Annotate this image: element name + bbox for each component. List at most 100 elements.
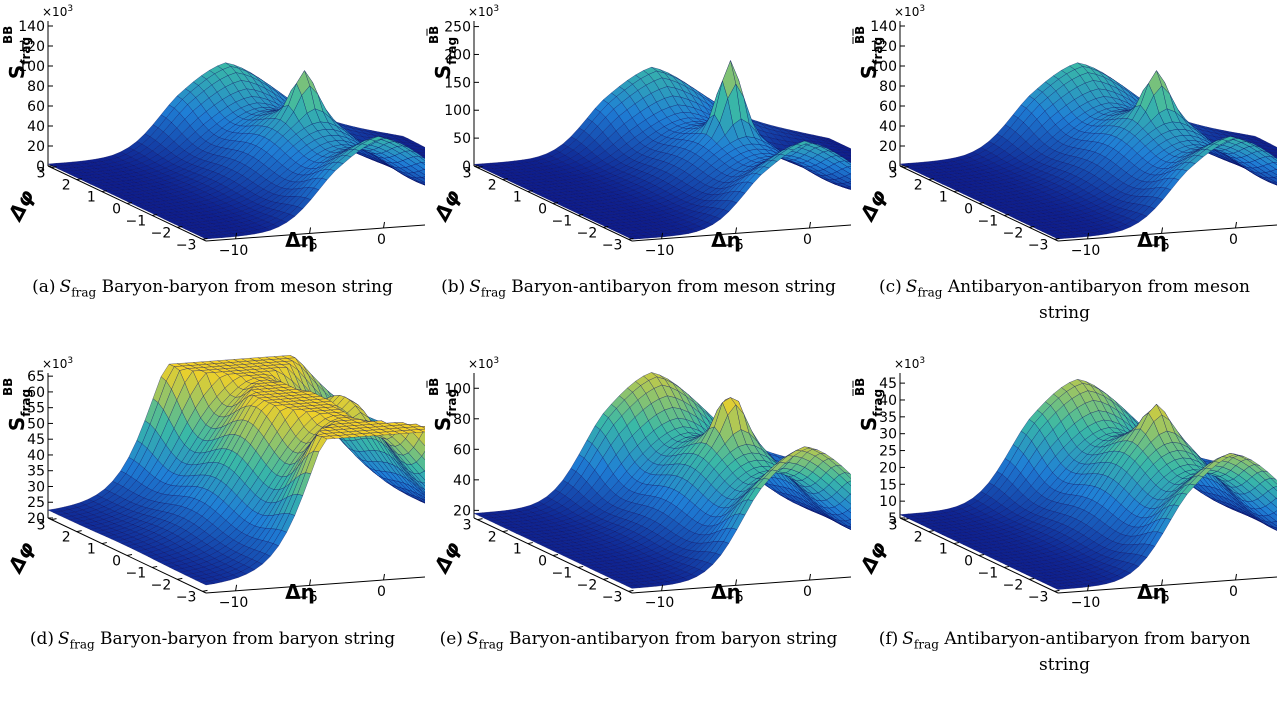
eta-tick-label: −5 xyxy=(1149,237,1170,253)
z-label-sub: frag xyxy=(871,37,885,65)
eta-tick xyxy=(383,221,385,229)
phi-tick-label: 0 xyxy=(964,202,973,218)
caption-symbol: S xyxy=(905,277,918,297)
caption-symbol-sub: frag xyxy=(917,285,943,300)
eta-tick xyxy=(661,232,664,239)
surface-mesh xyxy=(47,62,425,240)
eta-tick xyxy=(1161,227,1164,234)
eta-tick xyxy=(809,221,811,229)
phi-tick xyxy=(477,166,483,169)
figure-caption: (a) Sfrag Baryon-baryon from meson string xyxy=(0,277,425,303)
z-tick-label: 60 xyxy=(879,99,897,115)
phi-tick xyxy=(527,190,533,193)
z-tick-label: 120 xyxy=(18,39,45,55)
phi-tick-label: 3 xyxy=(889,166,898,182)
phi-tick xyxy=(126,202,133,204)
phi-tick xyxy=(552,202,559,204)
z-tick-label: 140 xyxy=(870,19,897,35)
eta-axis-label: Δη xyxy=(285,228,315,252)
surface-cell xyxy=(847,180,851,185)
caption-panel-label: (a) xyxy=(32,277,56,297)
phi-tick-label: 0 xyxy=(112,202,121,218)
caption-symbol: S xyxy=(469,277,481,297)
phi-tick-label: −3 xyxy=(602,237,623,253)
eta-tick-label: −10 xyxy=(645,243,675,259)
surface-plot: 050100150200250−3−2−10123−10−50510SfragB… xyxy=(426,4,851,259)
z-tick-label: 0 xyxy=(36,159,45,175)
z-label-sup: BB xyxy=(1,26,15,44)
surface-mesh xyxy=(473,59,851,240)
z-axis-label: Sfrag BB xyxy=(852,26,885,79)
phi-tick xyxy=(76,178,82,181)
z-tick-label: 20 xyxy=(879,139,897,155)
z-tick-label: 40 xyxy=(27,119,45,135)
phi-tick-label: 1 xyxy=(939,190,948,206)
phi-tick-label: 2 xyxy=(488,178,497,194)
surface-plot-panel-a: 020406080100120140−3−2−10123−10−50510Sfr… xyxy=(0,0,425,352)
surface-plot-panel-d: 20253035404550556065−3−2−10123−10−50510S… xyxy=(0,352,425,704)
eta-tick-label: −5 xyxy=(297,237,318,253)
phi-tick xyxy=(903,166,909,169)
z-axis-label: Sfrag BB xyxy=(426,26,459,79)
z-exponent-label: ×103 xyxy=(42,4,73,19)
phi-tick xyxy=(578,213,584,216)
z-tick-label: 200 xyxy=(444,47,471,63)
z-exponent-label: ×103 xyxy=(894,4,925,19)
z-exponent-label: ×103 xyxy=(468,4,499,19)
caption-symbol: S xyxy=(59,277,72,297)
phi-tick xyxy=(202,237,208,240)
caption-panel-label: (c) xyxy=(879,277,902,297)
phi-tick-label: 3 xyxy=(463,166,472,182)
z-tick-label: 20 xyxy=(27,139,45,155)
phi-tick-label: −1 xyxy=(978,213,999,229)
eta-tick xyxy=(1087,232,1090,239)
z-tick-label: 60 xyxy=(27,99,45,115)
surface-plot-panel-b: 050100150200250−3−2−10123−10−50510SfragB… xyxy=(426,0,851,352)
z-tick-label: 80 xyxy=(27,79,45,95)
phi-axis-label: Δφ xyxy=(854,185,891,226)
phi-tick-label: −2 xyxy=(577,225,598,241)
z-tick-label: 250 xyxy=(444,20,471,36)
eta-tick xyxy=(235,232,238,239)
phi-tick xyxy=(177,225,183,228)
caption-panel-label: (b) xyxy=(441,277,466,297)
z-label-sup: BB xyxy=(853,26,867,44)
phi-tick-label: 2 xyxy=(914,178,923,194)
z-tick-label: 140 xyxy=(18,19,45,35)
surface-mesh xyxy=(899,62,1277,240)
surface-mesh xyxy=(47,355,425,586)
phi-tick xyxy=(502,178,508,181)
surface-plot: 20253035404550556065−3−2−10123−10−50510S… xyxy=(1,355,425,611)
z-tick-label: 100 xyxy=(18,59,45,75)
z-label-main: S xyxy=(857,65,881,79)
z-tick-label: 80 xyxy=(879,79,897,95)
z-label-sup: BB xyxy=(427,26,441,44)
phi-tick-label: 0 xyxy=(538,202,547,218)
surface-cell xyxy=(422,490,425,494)
phi-axis-label: Δφ xyxy=(2,185,39,226)
z-axis-label: Sfrag BB xyxy=(1,26,33,79)
phi-tick xyxy=(603,225,609,228)
eta-axis-label: Δη xyxy=(711,228,741,252)
z-tick-label: 150 xyxy=(444,75,471,91)
z-label-main: S xyxy=(431,65,455,79)
eta-tick xyxy=(735,227,738,234)
phi-tick-label: 1 xyxy=(513,190,522,206)
caption-text: Baryon-antibaryon from meson string xyxy=(505,277,836,297)
surface-cell xyxy=(626,236,641,240)
z-tick-label: 120 xyxy=(870,39,897,55)
eta-tick-label: 0 xyxy=(803,232,812,248)
surface-plot: 020406080100120140−3−2−10123−10−50510Sfr… xyxy=(1,4,425,259)
phi-tick xyxy=(1029,225,1035,228)
phi-tick-label: −2 xyxy=(1003,225,1024,241)
eta-axis-label: Δη xyxy=(1137,228,1167,252)
surface-cell xyxy=(1052,235,1067,240)
phi-tick-label: 1 xyxy=(87,190,96,206)
z-tick-label: 0 xyxy=(462,159,471,175)
eta-tick-label: −5 xyxy=(723,237,744,253)
phi-tick-label: −2 xyxy=(151,225,172,241)
phi-tick-label: −3 xyxy=(176,237,197,253)
caption-text: Baryon-baryon from meson string xyxy=(96,277,393,297)
caption-symbol-sub: frag xyxy=(71,285,97,300)
caption-symbol-sub: frag xyxy=(480,285,506,300)
